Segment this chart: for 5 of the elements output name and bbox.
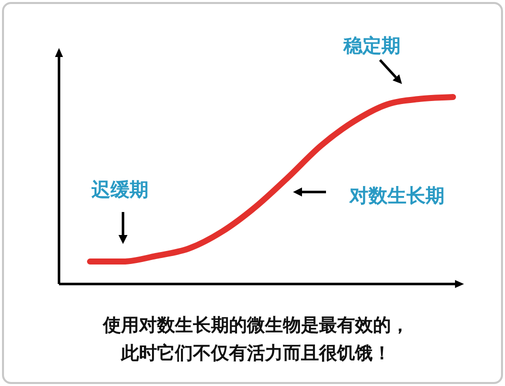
text: 此时它们不仅有活力而且很饥饿！ xyxy=(120,343,391,364)
annotation: 迟缓期 xyxy=(90,179,148,201)
text: 稳定期 xyxy=(342,35,400,57)
annotation: 对数生长期 xyxy=(348,185,444,207)
text: 使用对数生长期的微生物是最有效的， xyxy=(102,315,409,336)
